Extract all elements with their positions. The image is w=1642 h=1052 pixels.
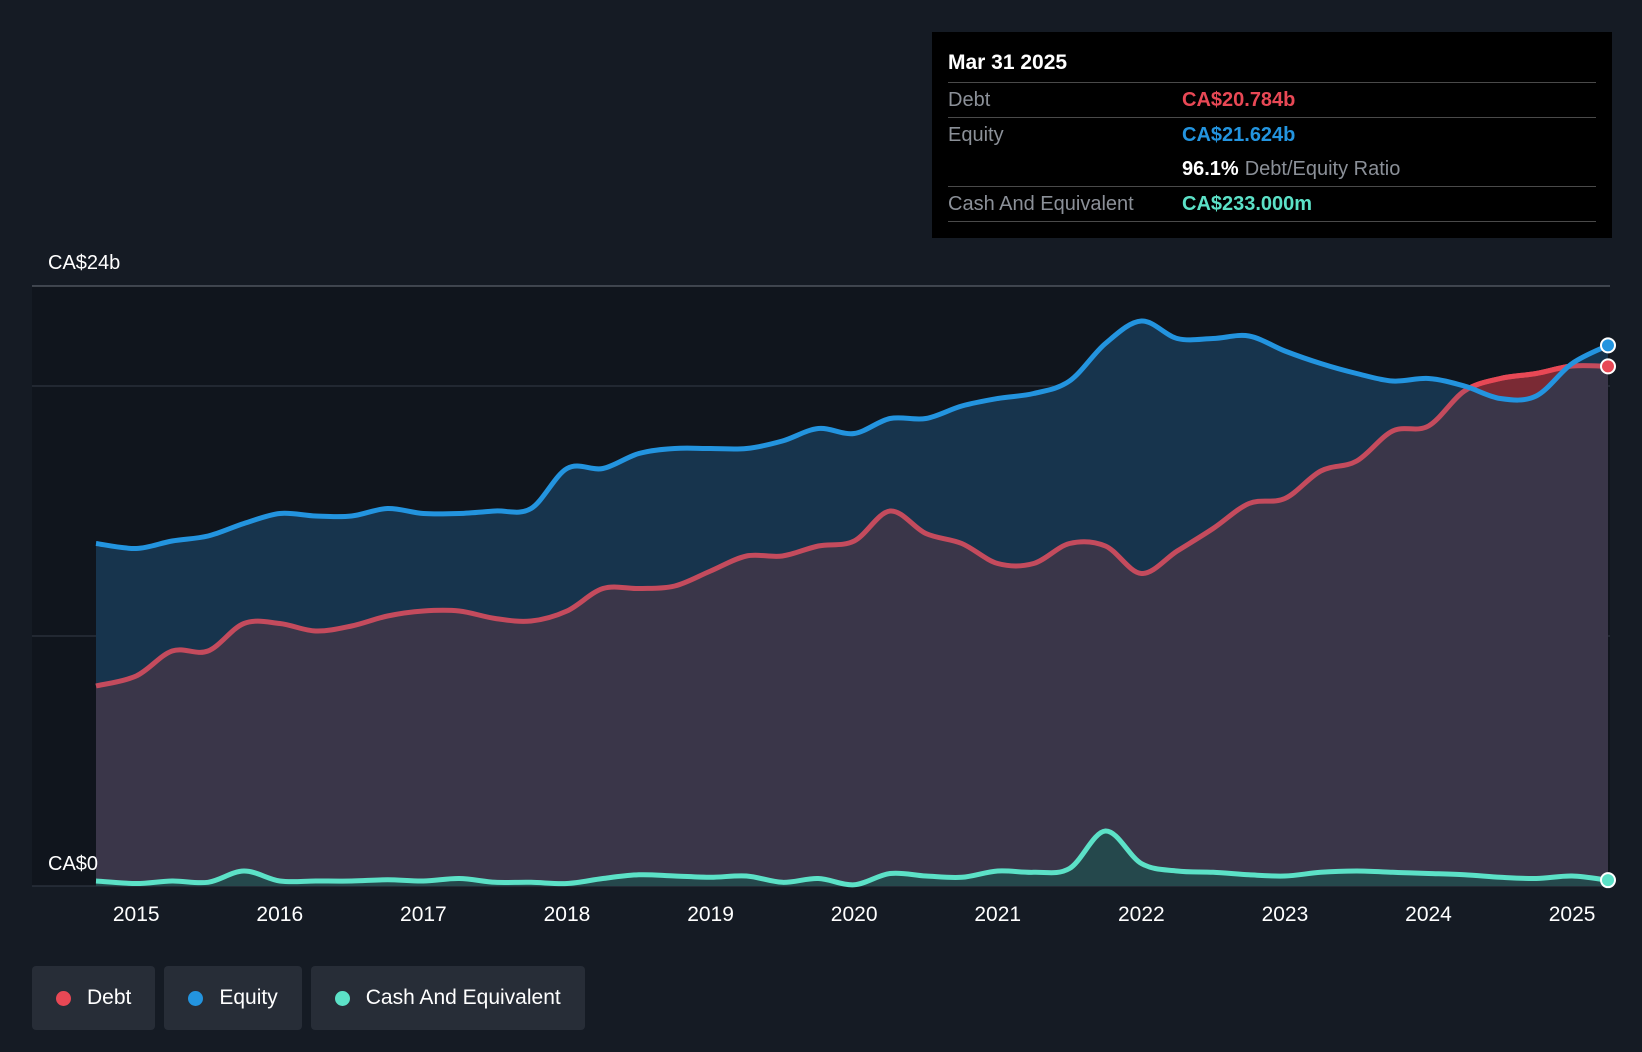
legend-dot-equity xyxy=(188,990,204,1006)
equity-line xyxy=(95,318,1610,552)
legend-item-equity[interactable]: Equity xyxy=(164,966,302,1030)
tooltip-debt-label: Debt xyxy=(948,88,991,111)
x-tick-2018: 2018 xyxy=(544,903,591,926)
x-tick-2023: 2023 xyxy=(1262,903,1309,926)
tooltip-equity-value: CA$21.624b xyxy=(1182,123,1296,146)
debt-area xyxy=(96,365,1608,886)
tooltip-ratio-value: 96.1% xyxy=(1182,157,1239,180)
legend-dot-cash xyxy=(334,990,350,1006)
tooltip-debt-value: CA$20.784b xyxy=(1182,88,1296,111)
tooltip-row-debt: Debt CA$20.784b xyxy=(948,83,1596,118)
y-axis-top-label: CA$24b xyxy=(48,252,120,274)
equity-end-marker xyxy=(1600,337,1616,354)
debt-line xyxy=(95,363,1609,689)
tooltip-date: Mar 31 2025 xyxy=(948,32,1596,83)
legend-item-cash[interactable]: Cash And Equivalent xyxy=(310,966,585,1030)
x-tick-2015: 2015 xyxy=(113,903,160,926)
cash-area xyxy=(96,830,1608,886)
debt-end-marker xyxy=(1600,358,1616,375)
x-tick-2017: 2017 xyxy=(400,903,447,926)
cash-end-marker xyxy=(1600,872,1616,889)
y-axis-bottom-label: CA$0 xyxy=(48,853,98,875)
tooltip-cash-label: Cash And Equivalent xyxy=(948,192,1134,215)
x-tick-2022: 2022 xyxy=(1118,903,1165,926)
legend-label-equity: Equity xyxy=(219,986,278,1009)
tooltip-equity-label: Equity xyxy=(948,123,1004,146)
legend-label-cash: Cash And Equivalent xyxy=(365,986,561,1009)
tooltip-row-equity: Equity CA$21.624b xyxy=(948,118,1596,152)
x-tick-2016: 2016 xyxy=(256,903,303,926)
cash-line xyxy=(95,828,1609,888)
legend-item-debt[interactable]: Debt xyxy=(32,966,156,1030)
legend-dot-debt xyxy=(56,990,71,1006)
tooltip-cash-value: CA$233.000m xyxy=(1182,192,1313,215)
x-tick-2019: 2019 xyxy=(687,903,734,926)
tooltip: Mar 31 2025 Debt CA$20.784b Equity CA$21… xyxy=(932,32,1612,238)
legend-label-debt: Debt xyxy=(87,986,132,1009)
x-tick-2024: 2024 xyxy=(1405,903,1452,926)
tooltip-ratio-label: Debt/Equity Ratio xyxy=(1244,157,1401,180)
x-tick-2021: 2021 xyxy=(974,903,1021,926)
tooltip-row-ratio: 96.1% Debt/Equity Ratio xyxy=(948,152,1596,187)
x-tick-2020: 2020 xyxy=(831,903,878,926)
x-tick-2025: 2025 xyxy=(1549,903,1596,926)
legend: Debt Equity Cash And Equivalent xyxy=(32,966,585,1030)
tooltip-row-cash: Cash And Equivalent CA$233.000m xyxy=(948,187,1596,222)
